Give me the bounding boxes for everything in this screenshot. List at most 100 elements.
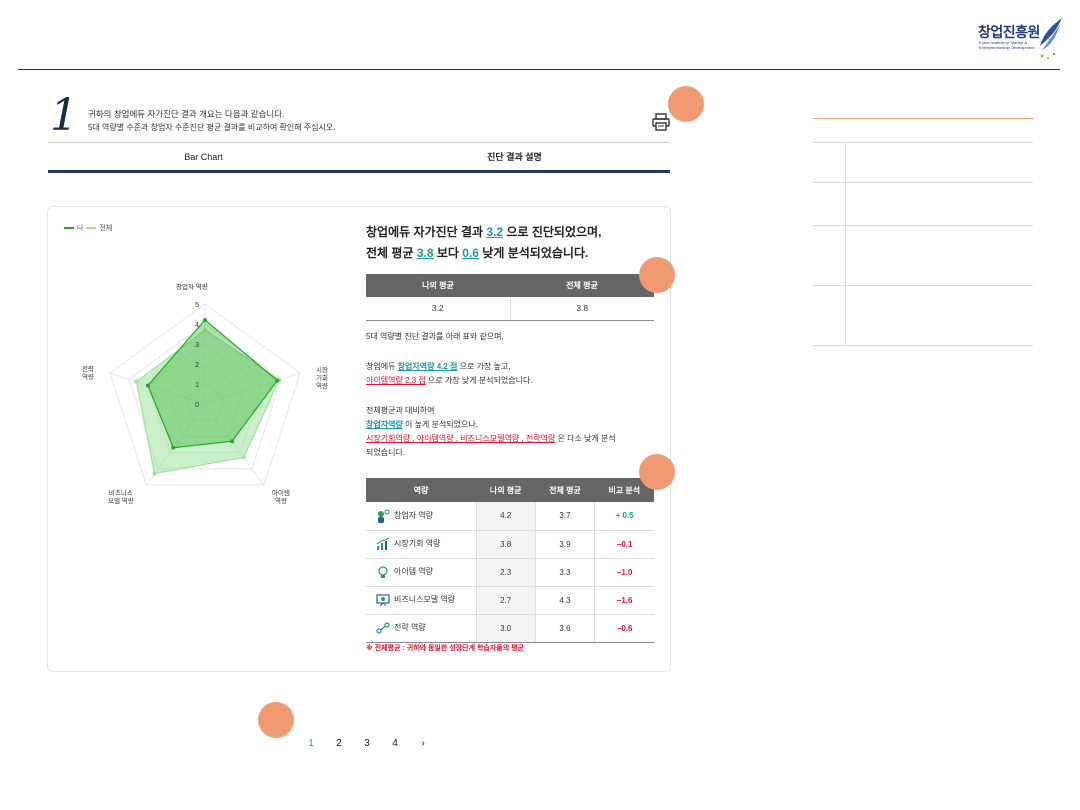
radar-data-point — [152, 471, 157, 476]
radar-data-point — [134, 379, 139, 384]
radar-grid-ring — [128, 323, 282, 470]
my-average-cell: 3.0 — [475, 614, 536, 643]
tab-result-description[interactable]: 진단 결과 설명 — [487, 152, 542, 162]
intro-line-1: 귀하의 창업에듀 자가진단 결과 개요는 다음과 같습니다. — [88, 109, 285, 119]
competency-name: 전략 역량 — [394, 623, 426, 633]
my-average-cell: 4.2 — [475, 502, 536, 531]
axis-label-bm-1: 비즈니스 — [108, 490, 133, 497]
table-row: 전략 역량 3.0 3.6 −0.6 — [366, 614, 654, 643]
summary-line-2: 전체 평균 3.8 보다 0.6 낮게 분석되었습니다. — [366, 243, 601, 264]
radar-data-point — [230, 439, 235, 444]
page-4[interactable]: 4 — [392, 738, 398, 749]
competency-cell: 창업자 역량 — [366, 502, 476, 531]
desc-line-5: 창업자역량 이 높게 분석되었으나, — [366, 418, 478, 432]
higher-competencies: 창업자역량 — [366, 420, 403, 429]
table-row: 비즈니스모델 역량 2.7 4.3 −1.6 — [366, 586, 654, 615]
competency-name: 창업자 역량 — [394, 510, 434, 520]
overall-average-cell: 3.7 — [534, 502, 595, 531]
competency-name: 아이템 역량 — [394, 567, 434, 577]
overall-average-cell: 3.6 — [534, 614, 595, 643]
competency-cell: 전략 역량 — [366, 614, 476, 643]
header-my-average: 나의 평균 — [476, 478, 536, 502]
axis-label-strategy-1: 전략 — [82, 366, 94, 373]
overall-average-cell: 4.3 — [534, 586, 595, 615]
axis-label-market-3: 역량 — [316, 383, 328, 390]
competency-cell: 아이템 역량 — [366, 558, 476, 587]
overall-average-cell: 3.9 — [534, 530, 595, 559]
annotation-marker — [258, 702, 294, 738]
radar-grid-ring — [109, 303, 301, 486]
legend-label-all: 전체 — [99, 225, 113, 232]
comparison-cell: −0.1 — [594, 530, 654, 559]
my-average-cell: 3.8 — [475, 530, 536, 559]
legend-swatch-all — [86, 227, 97, 229]
pagination: 1 2 3 4 › — [297, 738, 437, 749]
comparison-cell: −1.6 — [594, 586, 654, 615]
person-icon — [376, 509, 394, 523]
radar-chart: 0 1 2 3 4 5 — [109, 302, 301, 486]
tab-bar-bottom-border — [48, 170, 670, 173]
desc-line-7: 되었습니다. — [366, 448, 406, 457]
desc-text: 은 다소 낮게 분석 — [555, 434, 616, 443]
axis-label-item-1: 아이템 — [272, 490, 290, 497]
competency-cell: 비즈니스모델 역량 — [366, 586, 476, 615]
table-row: 창업자 역량 4.2 3.7 + 0.5 — [366, 502, 654, 531]
page-1[interactable]: 1 — [308, 738, 314, 749]
competency-name: 비즈니스모델 역량 — [394, 595, 456, 605]
desc-line-3: 아이템역량 2.3 점 으로 가장 낮게 분석되었습니다. — [366, 374, 533, 388]
axis-label-founder: 창업자 역량 — [176, 284, 208, 291]
radar-tick-label: 4 — [195, 322, 199, 329]
my-score: 3.2 — [486, 225, 504, 239]
score-difference: 0.6 — [462, 246, 479, 260]
axis-label-item: 아이템 역량 — [272, 490, 290, 506]
desc-text: 이 높게 분석되었으나, — [402, 420, 478, 429]
summary-text: 창업에듀 자가진단 결과 — [366, 225, 487, 239]
annotation-marker — [639, 257, 675, 293]
side-panel-row — [813, 119, 1033, 143]
desc-line-1: 5대 역량별 진단 결과를 아래 표와 같으며, — [366, 332, 504, 341]
overall-average: 3.8 — [416, 246, 434, 260]
presentation-icon — [376, 594, 394, 607]
axis-label-bm-2: 모델 역량 — [108, 498, 134, 505]
result-summary: 창업에듀 자가진단 결과 3.2 으로 진단되었으며, 전체 평균 3.8 보다… — [366, 222, 601, 264]
desc-line-6: 시장기회역량 , 아이템역량 , 비즈니스모델역량 , 전략역량 은 다소 낮게… — [366, 432, 616, 446]
logo-subtitle: Korea Institute of Startup & Entrepreneu… — [979, 40, 1035, 50]
radar-series-area — [147, 319, 279, 449]
comparison-cell: + 0.5 — [594, 502, 654, 531]
axis-label-market-1: 시장 — [316, 367, 328, 374]
next-page-button[interactable]: › — [421, 738, 425, 749]
comparison-table: 역량 나의 평균 전체 평균 비교 분석 창업자 역량 4.2 3.7 + 0.5 시장… — [366, 478, 654, 643]
annotation-marker — [668, 86, 704, 122]
chart-icon — [376, 537, 394, 550]
legend-swatch-mine — [64, 227, 74, 229]
average-table: 나의 평균 전체 평균 3.2 3.8 — [366, 274, 654, 321]
radar-data-point — [171, 445, 176, 450]
axis-label-market-2: 기회 — [316, 375, 328, 382]
radar-data-point — [203, 328, 207, 332]
summary-text: 낮게 분석되었습니다. — [478, 246, 589, 260]
side-panel-row — [813, 143, 1033, 183]
header-overall-average: 전체 평균 — [535, 478, 595, 502]
step-number: 1 — [50, 90, 78, 141]
axis-label-business-model: 비즈니스 모델 역량 — [108, 490, 134, 506]
page-2[interactable]: 2 — [336, 738, 342, 749]
side-panel-row — [813, 286, 1033, 346]
desc-line-2: 창업에듀 창업자역량 4.2 점 으로 가장 높고, — [366, 360, 510, 374]
table-row: 시장기회 역량 3.8 3.9 −0.1 — [366, 530, 654, 559]
table-row: 아이템 역량 2.3 3.3 −1.0 — [366, 558, 654, 587]
desc-text: 으로 가장 높고, — [457, 362, 511, 371]
chart-legend: 나 전체 — [64, 223, 112, 233]
summary-text: 으로 진단되었으며, — [503, 225, 602, 239]
tab-bar-chart[interactable]: Bar Chart — [184, 152, 223, 162]
print-icon[interactable] — [651, 112, 671, 132]
header-competency: 역량 — [366, 478, 476, 502]
summary-line-1: 창업에듀 자가진단 결과 3.2 으로 진단되었으며, — [366, 222, 601, 243]
side-panel-top-border — [813, 118, 1033, 119]
comparison-cell: −1.0 — [594, 558, 654, 587]
competency-name: 시장기회 역량 — [394, 539, 441, 549]
radar-data-point — [203, 318, 207, 322]
header-overall-average: 전체 평균 — [510, 274, 654, 297]
footnote: ※ 전체평균 : 귀하와 동일한 성장단계 학습자들의 평균 — [366, 645, 524, 652]
page-3[interactable]: 3 — [364, 738, 370, 749]
overall-average-cell: 3.3 — [534, 558, 595, 587]
